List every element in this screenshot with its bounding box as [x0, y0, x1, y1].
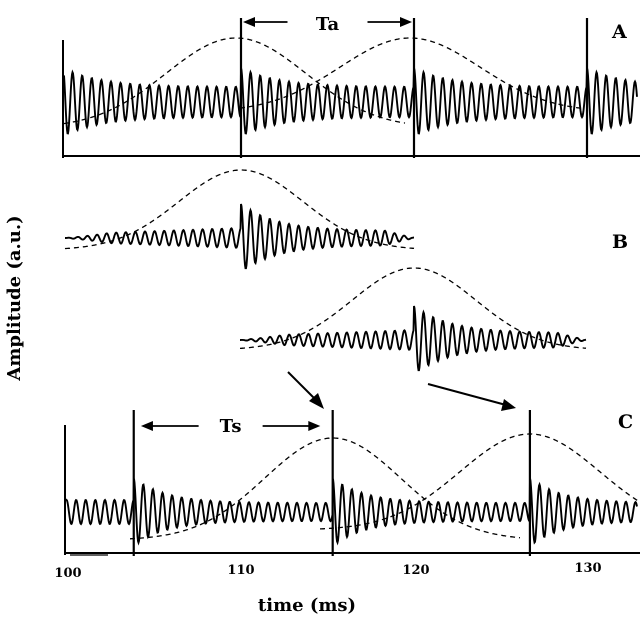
- panel-a-envelope-1: [63, 37, 406, 125]
- panel-b-waveform-lower: [240, 305, 587, 372]
- panel-label-a: A: [611, 21, 627, 43]
- x-tick-label-110: 110: [227, 563, 254, 578]
- panel-a-interval-arrow: Ta: [243, 14, 412, 35]
- panel-a-envelope-2: [240, 37, 584, 110]
- transfer-arrows: [287, 371, 516, 411]
- ta-arrow-right-head: [400, 17, 412, 27]
- interval-label-ts: Ts: [220, 416, 242, 437]
- ta-arrow-left-head: [243, 17, 255, 27]
- panel-label-c: C: [618, 411, 633, 433]
- x-tick-label-120: 120: [402, 563, 429, 578]
- x-axis: 100 110 120 130 time (ms): [54, 561, 601, 616]
- panel-b-waveform-upper: [65, 203, 414, 270]
- panel-c-interval-arrow: Ts: [140, 416, 321, 437]
- panel-c-markers: [132, 410, 532, 556]
- panel-a-waveform: [63, 67, 638, 135]
- y-axis-title: Amplitude (a.u.): [4, 215, 25, 381]
- panel-c-envelope-2: [320, 433, 640, 530]
- panel-b: B: [64, 169, 628, 372]
- transfer-arrow-1-head: [309, 393, 324, 409]
- x-tick-label-100: 100: [54, 566, 81, 581]
- panel-c-envelope-1: [130, 437, 520, 540]
- panel-a-markers: [239, 18, 589, 158]
- panel-c-waveform: [65, 477, 638, 546]
- panel-c: Ts C: [64, 410, 640, 556]
- x-axis-title: time (ms): [258, 595, 356, 616]
- x-tick-label-130: 130: [574, 561, 601, 576]
- transfer-arrow-2-head: [501, 399, 516, 411]
- panel-a: Ta A: [62, 14, 640, 158]
- panel-label-b: B: [612, 231, 628, 253]
- ts-arrow-left-head: [140, 421, 153, 431]
- interval-label-ta: Ta: [316, 14, 340, 35]
- transfer-arrow-1-shaft: [287, 371, 319, 403]
- ts-arrow-right-head: [308, 421, 321, 431]
- transfer-arrow-2-shaft: [427, 383, 507, 406]
